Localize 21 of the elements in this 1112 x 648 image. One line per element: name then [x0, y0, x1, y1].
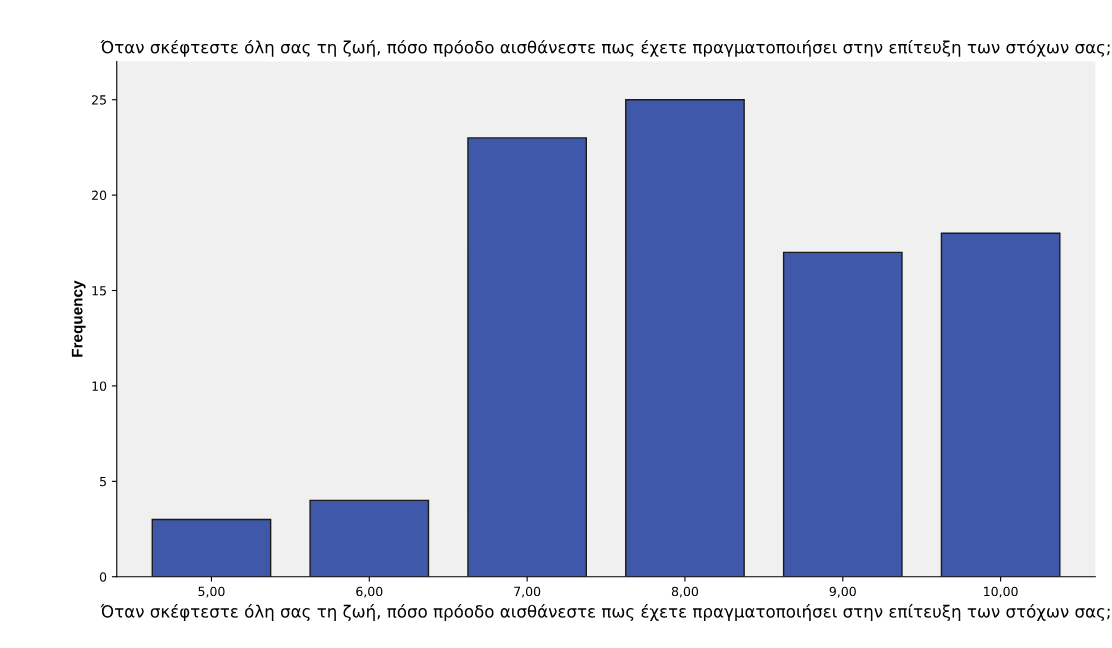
bar: [940, 232, 1061, 577]
y-tick-label: 25: [92, 95, 106, 105]
bar: [151, 518, 272, 577]
y-tick-label: 5: [100, 476, 106, 487]
bar: [467, 137, 588, 577]
y-tick-label: 20: [92, 190, 107, 201]
x-axis-title: Όταν σκέφτεστε όλη σας τη ζωή, πόσο πρόοδο αισθάνεστε πως έχετε πραγματοποιήσει στην επίτευξη των στόχων σας;: [100, 604, 1110, 621]
bar: [782, 251, 903, 577]
y-tick-label: 15: [92, 286, 106, 296]
x-tick-label: 9,00: [829, 586, 856, 598]
bar: [309, 499, 430, 577]
x-tick-label: 7,00: [514, 586, 541, 598]
x-tick-label: 10,00: [984, 586, 1018, 598]
x-tick-label: 8,00: [671, 586, 699, 598]
y-axis-title: Frequency: [71, 280, 86, 357]
x-tick-label: 6,00: [356, 586, 383, 598]
chart-title: Όταν σκέφτεστε όλη σας τη ζωή, πόσο πρόοδο αισθάνεστε πως έχετε πραγματοποιήσει στην επίτευξη των στόχων σας;: [100, 39, 1110, 57]
bar: [625, 99, 745, 577]
y-tick-label: 0: [99, 572, 107, 582]
y-tick-label: 10: [92, 381, 107, 391]
x-tick-label: 5,00: [198, 586, 225, 598]
